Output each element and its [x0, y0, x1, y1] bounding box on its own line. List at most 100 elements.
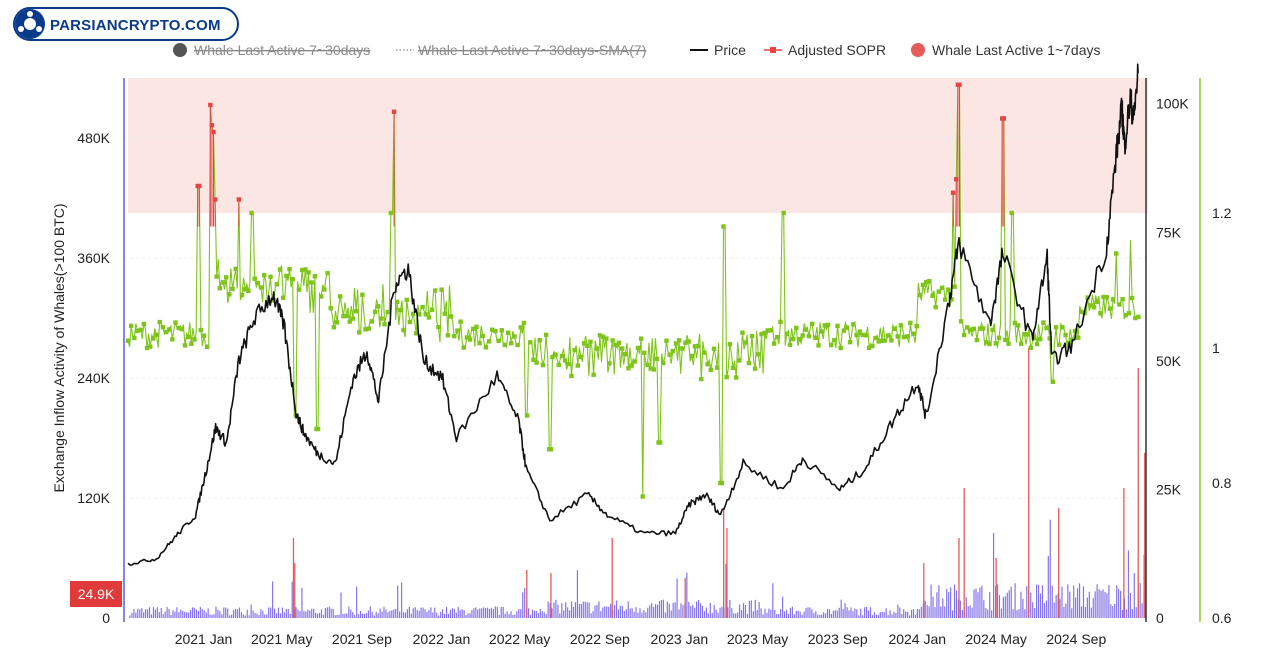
sopr-point [277, 267, 283, 272]
legend-item-4[interactable]: Whale Last Active 1~7days [911, 42, 1101, 58]
sopr-point [496, 338, 501, 343]
sopr-point [331, 325, 337, 330]
sopr-point [420, 304, 425, 310]
sopr-point [828, 342, 834, 348]
sopr-point [312, 274, 318, 279]
sopr-point [548, 447, 554, 452]
sopr-point [816, 343, 821, 348]
sopr-point [502, 342, 508, 348]
sopr-point [1101, 294, 1106, 300]
sopr-point [1107, 306, 1113, 311]
sopr-point [860, 332, 866, 338]
sopr-point [296, 287, 302, 292]
sopr-point [309, 280, 314, 285]
sopr-point [268, 274, 273, 279]
sopr-point [128, 323, 134, 329]
sopr-point [629, 363, 634, 368]
sopr-point [771, 341, 777, 346]
sopr-point [366, 326, 371, 331]
legend-item-3[interactable]: Adjusted SOPR [764, 42, 886, 58]
sopr-point [442, 311, 447, 316]
sopr-point [1041, 320, 1046, 325]
legend-item-1[interactable]: Whale Last Active 7~30days-SMA(7) [396, 42, 646, 58]
sopr-point [509, 341, 514, 346]
sopr-point [1009, 210, 1014, 216]
sopr-point [201, 333, 207, 338]
sopr-point [765, 328, 771, 333]
sopr-point [1034, 341, 1040, 347]
sopr-point [939, 285, 945, 291]
sopr-point [575, 363, 580, 368]
sopr-point [952, 284, 957, 289]
sopr-point [1050, 379, 1056, 384]
sopr-point [360, 292, 365, 297]
sopr-point [452, 333, 457, 339]
sopr-point [281, 295, 286, 300]
sopr-point [724, 374, 729, 380]
sopr-point [1091, 305, 1097, 310]
sopr-point [832, 337, 837, 343]
sopr-point [214, 274, 219, 279]
sopr-point [914, 324, 919, 329]
sopr-point [198, 327, 204, 333]
sopr-point [369, 319, 375, 324]
sopr-point [274, 282, 280, 287]
sopr-point [505, 330, 511, 335]
sopr-point [322, 287, 327, 292]
sopr-point [873, 335, 878, 341]
chart-legend: Whale Last Active 7~30days Whale Last Act… [173, 42, 1101, 58]
sopr-point [461, 345, 466, 350]
sopr-point [429, 307, 435, 312]
axes [123, 78, 1201, 622]
sopr-point [645, 362, 650, 368]
price-tick-label: 50K [1156, 353, 1182, 369]
sopr-point [486, 339, 492, 344]
sopr-point [303, 267, 308, 272]
sopr-point [1114, 251, 1119, 256]
sopr-point [499, 328, 504, 333]
sopr-point [895, 334, 900, 339]
sopr-point [616, 340, 622, 345]
sopr-point [490, 327, 495, 332]
sopr-point [866, 345, 872, 351]
sopr-point [870, 343, 875, 349]
sopr-point [1123, 312, 1128, 318]
sopr-point [550, 354, 555, 360]
sopr-point [528, 340, 533, 345]
sopr-point [556, 362, 561, 368]
sopr-point [192, 337, 197, 342]
sopr-point [936, 289, 942, 294]
sopr-point [784, 331, 790, 337]
sopr-point [882, 338, 888, 343]
sopr-point [382, 322, 387, 327]
sopr-point [1028, 345, 1033, 350]
sopr-point [730, 365, 736, 371]
sopr-point [249, 210, 254, 216]
sopr-point [638, 336, 644, 341]
sopr-point [835, 323, 840, 329]
legend-item-2[interactable]: Price [690, 42, 746, 58]
legend-item-0[interactable]: Whale Last Active 7~30days [173, 42, 370, 58]
sopr-point [892, 326, 897, 332]
sopr-point [809, 321, 815, 327]
sopr-point [727, 341, 733, 347]
sopr-point [1072, 328, 1078, 334]
sopr-point [1120, 297, 1125, 302]
sopr-point [987, 341, 992, 347]
left-axis-title: Exchange Inflow Activity of Whales(>100 … [51, 203, 67, 492]
sopr-point [746, 360, 752, 366]
current-value-label: 24.9K [78, 586, 115, 602]
sopr-point [315, 426, 321, 432]
sopr-point [185, 334, 191, 340]
sopr-point [946, 287, 951, 292]
sopr-point [1015, 323, 1021, 328]
sopr-point [151, 336, 156, 341]
sopr-point [363, 327, 368, 332]
sopr-point [344, 313, 349, 319]
sopr-point [1098, 311, 1103, 316]
sopr-point [1088, 303, 1094, 308]
sopr-point [847, 339, 853, 345]
sopr-point [863, 333, 869, 338]
sopr-point [733, 375, 739, 380]
